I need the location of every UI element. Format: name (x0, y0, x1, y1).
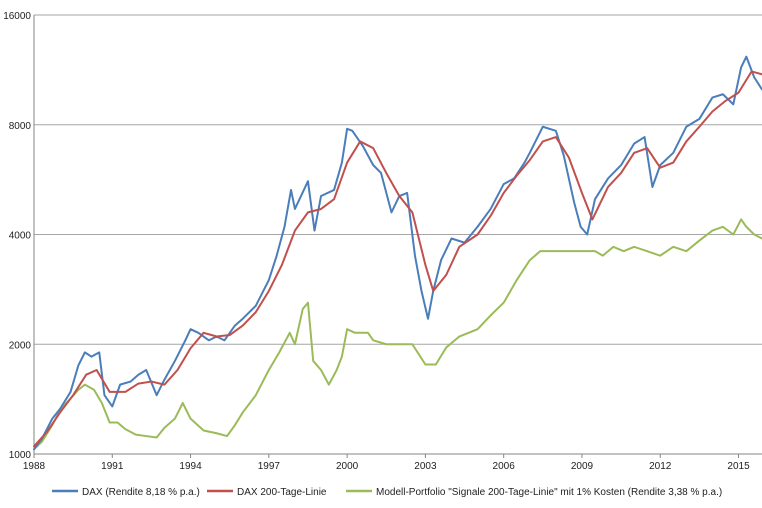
x-tick-label: 2012 (649, 461, 672, 472)
legend: DAX (Rendite 8,18 % p.a.) DAX 200-Tage-Li… (52, 487, 722, 498)
x-tick-label: 2006 (493, 461, 516, 472)
x-tick-label: 1991 (101, 461, 124, 472)
y-axis-ticks: 1000 2000 4000 8000 16000 (3, 11, 31, 461)
legend-label: DAX 200-Tage-Linie (237, 487, 327, 498)
series-line-dax (33, 55, 762, 451)
legend-label: Modell-Portfolio "Signale 200-Tage-Linie… (376, 487, 722, 498)
y-tick-label: 1000 (9, 450, 32, 461)
x-axis-ticks: 1988 1991 1994 1997 2000 2003 2006 2009 2012 2015 (23, 454, 750, 472)
y-tick-label: 16000 (3, 11, 31, 22)
legend-label: DAX (Rendite 8,18 % p.a.) (82, 487, 200, 498)
series-layer (33, 55, 762, 451)
x-tick-label: 2000 (336, 461, 359, 472)
series-line-dax-200-tage-linie (33, 70, 762, 448)
x-tick-label: 2009 (571, 461, 594, 472)
legend-item-dax-200-tage-linie: DAX 200-Tage-Linie (207, 487, 327, 498)
x-tick-label: 2003 (414, 461, 437, 472)
gridlines (33, 14, 762, 455)
y-tick-label: 8000 (9, 121, 32, 132)
series-line-modell-portfolio (33, 218, 762, 451)
x-tick-label: 1988 (23, 461, 46, 472)
y-tick-label: 2000 (9, 340, 32, 351)
legend-item-dax: DAX (Rendite 8,18 % p.a.) (52, 487, 200, 498)
legend-item-modell-portfolio: Modell-Portfolio "Signale 200-Tage-Linie… (346, 487, 722, 498)
x-tick-label: 1997 (258, 461, 281, 472)
x-tick-label: 1994 (179, 461, 202, 472)
y-tick-label: 4000 (9, 231, 32, 242)
x-tick-label: 2015 (727, 461, 750, 472)
